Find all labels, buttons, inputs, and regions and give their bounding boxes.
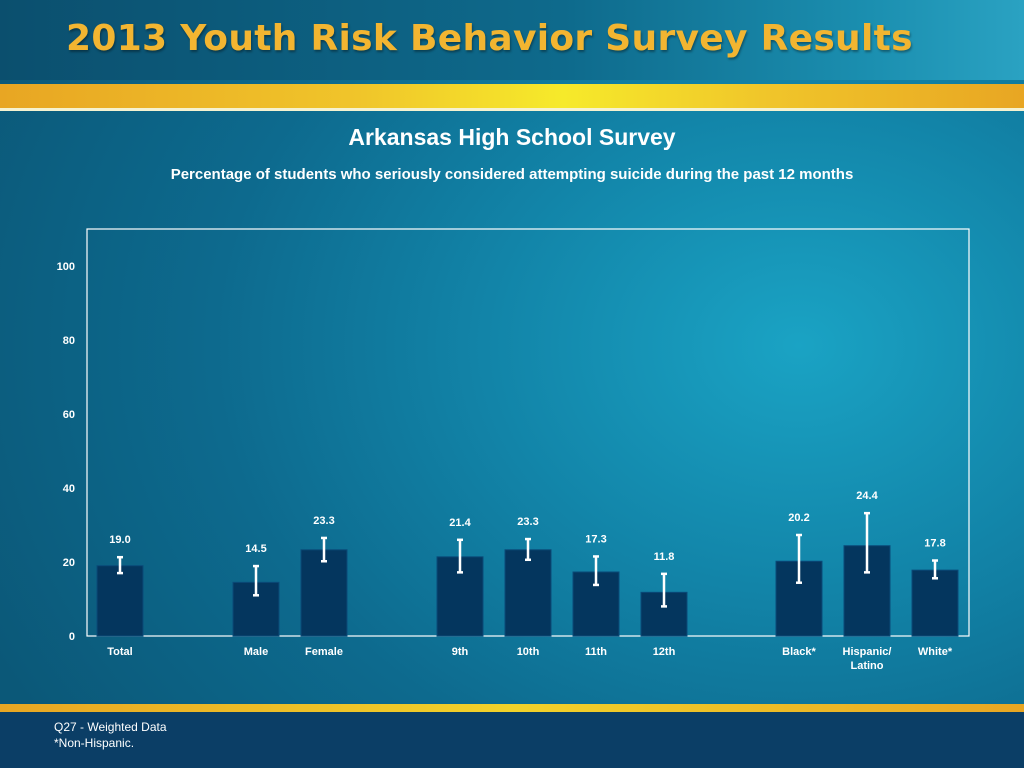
category-label: 10th bbox=[517, 646, 540, 658]
data-label: 24.4 bbox=[856, 490, 878, 502]
slide-title: 2013 Youth Risk Behavior Survey Results bbox=[66, 18, 913, 59]
chart-subtitle: Percentage of students who seriously con… bbox=[170, 166, 854, 183]
data-label: 23.3 bbox=[517, 516, 538, 528]
category-label: 11th bbox=[585, 646, 607, 658]
bar bbox=[96, 565, 144, 637]
bar bbox=[911, 569, 959, 637]
data-label: 17.8 bbox=[924, 538, 945, 550]
data-label: 21.4 bbox=[449, 517, 471, 529]
bar-chart: 0 20 40 60 80 100 19.0 Total 14.5 Male 23.3 Female 2… bbox=[57, 261, 959, 672]
footnote-question: Q27 - Weighted Data bbox=[54, 720, 167, 734]
bar bbox=[300, 549, 348, 637]
data-label: 23.3 bbox=[313, 515, 334, 527]
header-band bbox=[0, 0, 1024, 80]
category-label: 9th bbox=[452, 646, 469, 658]
y-tick-label: 40 bbox=[63, 483, 75, 495]
category-label: Female bbox=[305, 646, 343, 658]
data-label: 20.2 bbox=[788, 512, 809, 524]
footer-gold-line bbox=[0, 704, 1024, 712]
category-label: Hispanic/Latino bbox=[843, 646, 892, 672]
y-tick-label: 60 bbox=[63, 409, 75, 421]
data-label: 11.8 bbox=[654, 551, 675, 563]
category-label: Black* bbox=[782, 646, 816, 658]
y-tick-label: 20 bbox=[63, 557, 75, 569]
data-label: 17.3 bbox=[585, 533, 606, 545]
gold-divider bbox=[0, 84, 1024, 111]
data-label: 14.5 bbox=[245, 543, 266, 555]
data-label: 19.0 bbox=[109, 534, 130, 546]
y-tick-label: 80 bbox=[63, 335, 75, 347]
footnote-nonhispanic: *Non-Hispanic. bbox=[54, 736, 135, 750]
y-tick-label: 100 bbox=[57, 261, 75, 273]
category-label: White* bbox=[918, 646, 953, 658]
y-tick-label: 0 bbox=[69, 631, 75, 643]
category-label: 12th bbox=[653, 646, 676, 658]
category-label: Male bbox=[244, 646, 268, 658]
footer-band: Q27 - Weighted Data *Non-Hispanic. bbox=[0, 712, 1024, 768]
bar bbox=[504, 549, 552, 637]
chart-title: Arkansas High School Survey bbox=[348, 124, 676, 150]
category-label: Total bbox=[107, 646, 132, 658]
